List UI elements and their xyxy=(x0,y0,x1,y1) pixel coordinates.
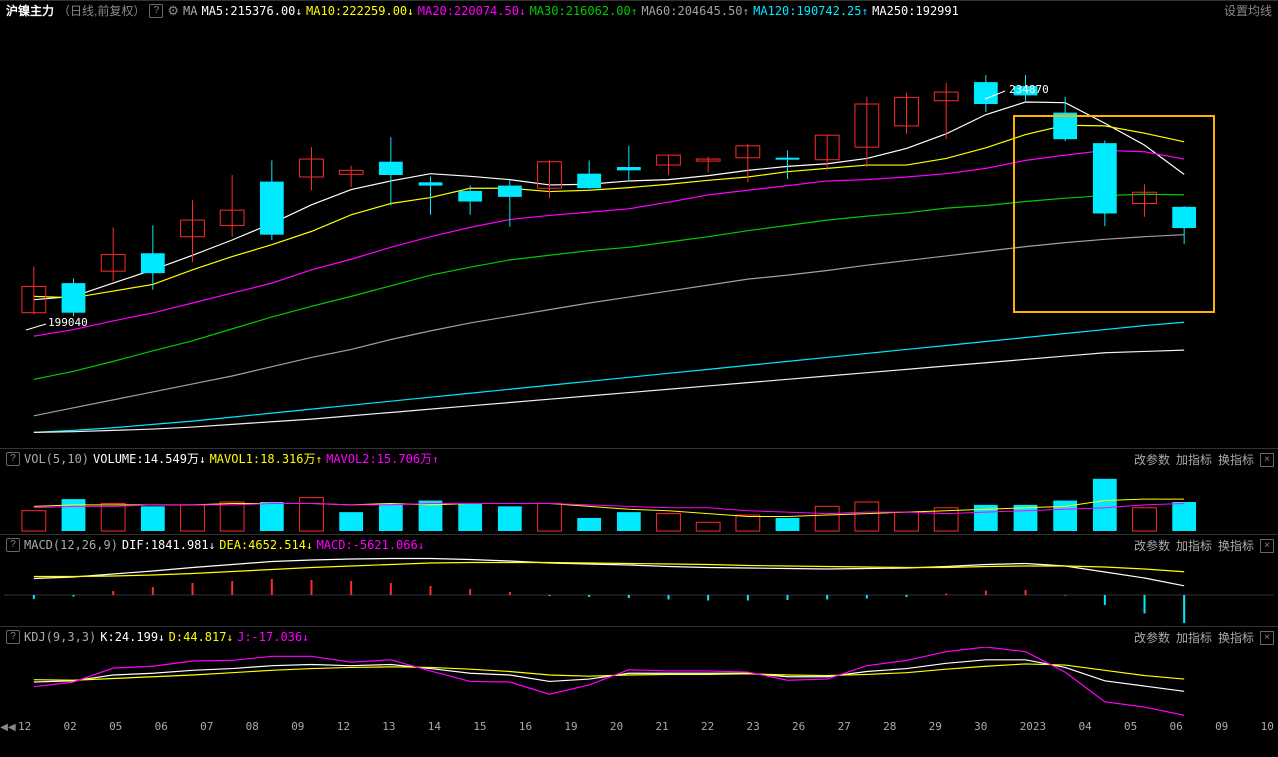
macd-panel: ? MACD(12,26,9) DIF:1841.981↓ DEA:4652.5… xyxy=(0,534,1278,626)
price-panel: 沪镍主力 （日线,前复权） ? ⚙ MA MA5:215376.00↓ MA10… xyxy=(0,0,1278,448)
help-icon[interactable]: ? xyxy=(6,452,20,466)
settings-ma-button[interactable]: 设置均线 xyxy=(1224,3,1272,19)
x-axis: 1202050607080912131415161920212223262728… xyxy=(18,720,1274,736)
ma20-label: MA20:220074.50↓ xyxy=(418,3,526,20)
subtitle: （日线,前复权） xyxy=(58,3,145,19)
help-icon[interactable]: ? xyxy=(6,538,20,552)
edit-params-button[interactable]: 改参数 xyxy=(1134,451,1170,468)
volume-panel: ? VOL(5,10) VOLUME:14.549万↓ MAVOL1:18.31… xyxy=(0,448,1278,534)
add-indicator-button[interactable]: 加指标 xyxy=(1176,451,1212,468)
vol-mavol2: MAVOL2:15.706万↑ xyxy=(326,451,439,468)
kdj-header: ? KDJ(9,3,3) K:24.199↓ D:44.817↓ J:-17.0… xyxy=(0,627,1278,647)
kdj-chart[interactable] xyxy=(4,647,1274,717)
close-icon[interactable]: × xyxy=(1260,631,1274,645)
kdj-d: D:44.817↓ xyxy=(169,629,233,646)
ma10-label: MA10:222259.00↓ xyxy=(306,3,414,20)
macd-label: MACD(12,26,9) xyxy=(24,537,118,553)
vol-actions: 改参数 加指标 换指标 × xyxy=(1134,451,1274,468)
gear-icon[interactable]: ⚙ xyxy=(167,3,179,19)
kdj-label: KDJ(9,3,3) xyxy=(24,629,96,645)
ma60-label: MA60:204645.50↑ xyxy=(641,3,749,20)
ma250-label: MA250:192991 xyxy=(872,3,959,19)
macd-header: ? MACD(12,26,9) DIF:1841.981↓ DEA:4652.5… xyxy=(0,535,1278,555)
scroll-left-icon[interactable]: ◀◀ xyxy=(0,720,16,736)
add-indicator-button[interactable]: 加指标 xyxy=(1176,629,1212,646)
kdj-j: J:-17.036↓ xyxy=(237,629,309,646)
volume-chart[interactable] xyxy=(4,469,1274,533)
macd-chart[interactable] xyxy=(4,555,1274,625)
kdj-panel: ? KDJ(9,3,3) K:24.199↓ D:44.817↓ J:-17.0… xyxy=(0,626,1278,736)
edit-params-button[interactable]: 改参数 xyxy=(1134,629,1170,646)
change-indicator-button[interactable]: 换指标 xyxy=(1218,451,1254,468)
change-indicator-button[interactable]: 换指标 xyxy=(1218,629,1254,646)
ma120-label: MA120:190742.25↑ xyxy=(753,3,868,20)
ma-prefix: MA xyxy=(183,3,197,19)
price-chart[interactable]: 199040 234870 xyxy=(4,21,1274,449)
price-header: 沪镍主力 （日线,前复权） ? ⚙ MA MA5:215376.00↓ MA10… xyxy=(0,1,1278,21)
vol-mavol1: MAVOL1:18.316万↑ xyxy=(210,451,323,468)
svg-text:199040: 199040 xyxy=(48,316,88,329)
macd-dif: DIF:1841.981↓ xyxy=(122,537,215,554)
vol-volume: VOLUME:14.549万↓ xyxy=(93,451,206,468)
svg-text:234870: 234870 xyxy=(1009,83,1049,96)
kdj-k: K:24.199↓ xyxy=(100,629,164,646)
help-icon[interactable]: ? xyxy=(149,4,163,18)
vol-label: VOL(5,10) xyxy=(24,451,89,467)
close-icon[interactable]: × xyxy=(1260,539,1274,553)
macd-dea: DEA:4652.514↓ xyxy=(219,537,312,554)
change-indicator-button[interactable]: 换指标 xyxy=(1218,537,1254,554)
help-icon[interactable]: ? xyxy=(6,630,20,644)
kdj-actions: 改参数 加指标 换指标 × xyxy=(1134,629,1274,646)
symbol-title: 沪镍主力 xyxy=(6,3,54,19)
ma30-label: MA30:216062.00↑ xyxy=(530,3,638,20)
volume-header: ? VOL(5,10) VOLUME:14.549万↓ MAVOL1:18.31… xyxy=(0,449,1278,469)
add-indicator-button[interactable]: 加指标 xyxy=(1176,537,1212,554)
close-icon[interactable]: × xyxy=(1260,453,1274,467)
ma5-label: MA5:215376.00↓ xyxy=(201,3,302,20)
edit-params-button[interactable]: 改参数 xyxy=(1134,537,1170,554)
macd-macd: MACD:-5621.066↓ xyxy=(317,537,425,554)
macd-actions: 改参数 加指标 换指标 × xyxy=(1134,537,1274,554)
